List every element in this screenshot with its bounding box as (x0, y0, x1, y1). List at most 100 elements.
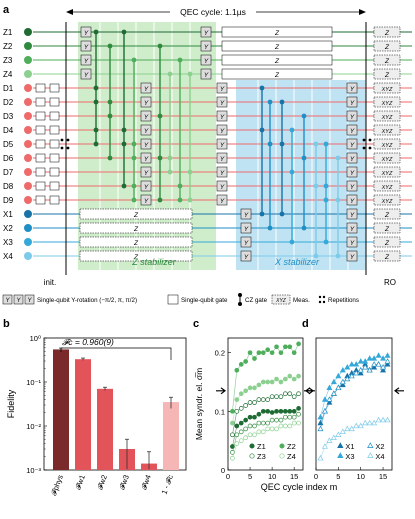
cz-gate-dot (177, 57, 183, 63)
point-z1 (243, 417, 248, 423)
point-z5 (283, 376, 288, 382)
gate-label: Y (204, 58, 209, 65)
bar-1 (75, 359, 91, 470)
point-z6 (265, 397, 271, 402)
point-z2 (238, 362, 244, 367)
point-z1 (296, 406, 301, 411)
gate-box (346, 208, 358, 220)
y-tick-label: 0.1 (215, 407, 225, 416)
qubit-label-d8: D8 (3, 182, 14, 191)
point-z1 (291, 408, 297, 414)
gate-label: Y (144, 100, 149, 107)
point-z6 (278, 394, 284, 400)
gate-label: Y (220, 100, 225, 107)
point-x2 (330, 390, 337, 396)
point-z4 (243, 435, 248, 441)
point-z3 (247, 423, 253, 429)
init-box (35, 83, 46, 93)
gate-box (140, 166, 152, 178)
point-z1 (269, 410, 275, 415)
gate-box (346, 138, 358, 150)
qubit-dot-x4 (24, 252, 32, 260)
gate-label: Y (350, 156, 355, 163)
gate-box (140, 110, 152, 122)
gate-label: Y (144, 86, 149, 93)
init-box (35, 125, 46, 135)
gate-box (200, 54, 212, 66)
qubit-label-z2: Z2 (3, 42, 13, 51)
init-box (35, 153, 46, 163)
cz-gate-dot (121, 29, 127, 35)
point-z4 (265, 426, 271, 432)
readout-box (373, 26, 401, 38)
cz-gate-dot (301, 113, 307, 119)
readout-label: Z (384, 44, 390, 51)
point-x4 (384, 416, 391, 423)
point-x3 (344, 364, 351, 370)
category-label-4: 𝓕w4 (139, 474, 153, 491)
readout-label: XYZ (381, 171, 393, 177)
panel-letter-b: b (3, 318, 10, 330)
point-z5 (247, 385, 253, 391)
cz-gate-dot (335, 253, 341, 259)
legend-label-x3: X3 (345, 452, 354, 461)
point-x2 (357, 366, 364, 373)
x-tick-label: 5 (336, 472, 340, 481)
point-z6 (287, 391, 293, 397)
legend-repetitions: Repetitions (328, 297, 359, 304)
gate-label: Y (350, 86, 355, 93)
point-z3 (283, 414, 288, 420)
readout-box (373, 194, 401, 206)
gate-label: Y (220, 184, 225, 191)
cz-gate-dot (107, 43, 113, 49)
z-meas-box (221, 54, 333, 66)
qubit-label-x4: X4 (3, 252, 13, 261)
point-z5 (296, 373, 301, 379)
gate-label: Y (84, 30, 89, 37)
qubit-label-z3: Z3 (3, 56, 13, 65)
legend-marker (367, 452, 374, 458)
init-box (49, 111, 60, 121)
qubit-label-d4: D4 (3, 126, 14, 135)
gate-box (346, 152, 358, 164)
svg-text:Y: Y (5, 298, 10, 304)
init-box (35, 195, 46, 205)
point-z1 (287, 408, 293, 414)
svg-text:XYZ: XYZ (275, 298, 287, 304)
gate-box (346, 236, 358, 248)
qubit-dot-x1 (24, 210, 32, 218)
point-z2 (243, 359, 248, 364)
gate-box (240, 250, 252, 262)
point-x3 (317, 413, 324, 420)
legend-cz-gate: CZ gate (245, 297, 268, 304)
gate-label: Y (84, 58, 89, 65)
gate-label: Y (220, 128, 225, 135)
readout-label: XYZ (381, 199, 393, 205)
point-x3 (326, 384, 333, 391)
qubit-dot-d6 (24, 154, 32, 162)
point-x3 (321, 396, 328, 402)
readout-box (373, 138, 401, 150)
cz-gate-dot (267, 99, 273, 105)
point-z3 (269, 417, 275, 423)
cz-gate-dot (177, 197, 183, 203)
qubit-label-d2: D2 (3, 98, 14, 107)
gate-label: Y (244, 254, 249, 261)
x-tick-label: 10 (268, 472, 276, 481)
category-label-5: 1 - 𝓕c (160, 473, 175, 495)
point-x4 (339, 428, 346, 435)
x-ancilla-idle-label: Z (133, 240, 139, 247)
cz-gate-dot (167, 71, 173, 77)
bar-5 (163, 402, 179, 470)
point-z1 (265, 408, 271, 414)
gate-box (216, 96, 228, 108)
init-box (49, 139, 60, 149)
x-ancilla-idle-box (79, 222, 193, 234)
point-z2 (291, 350, 297, 356)
qubit-label-d9: D9 (3, 196, 14, 205)
point-x1 (339, 381, 346, 388)
point-x4 (375, 416, 382, 423)
legend-label-x1: X1 (345, 442, 354, 451)
cz-gate-dot (131, 197, 137, 203)
point-x2 (371, 361, 378, 367)
